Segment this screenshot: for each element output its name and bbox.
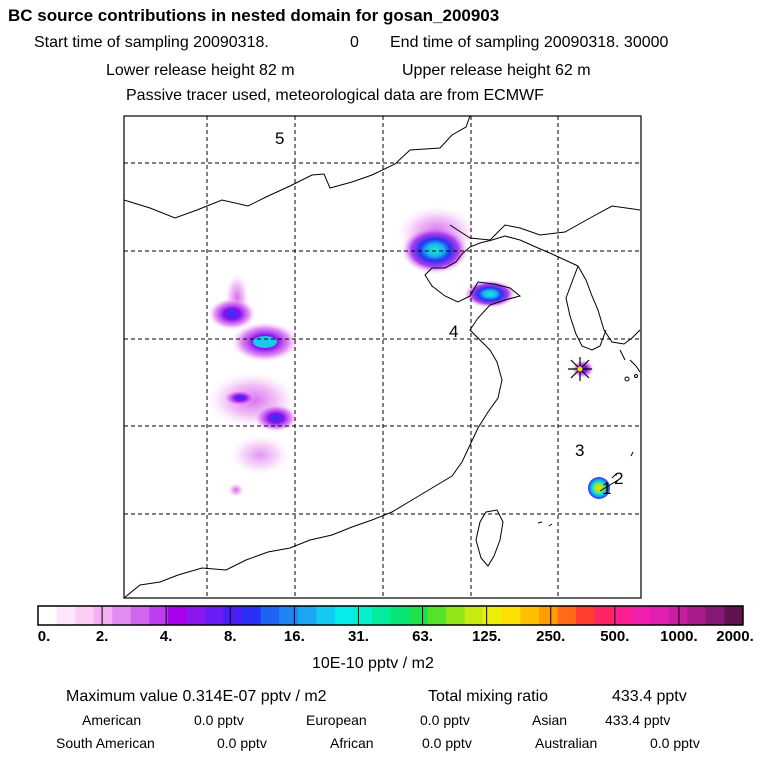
grid-lines (124, 116, 641, 598)
colorbar-swatch (446, 606, 466, 625)
colorbar-swatch (223, 606, 243, 625)
colorbar-swatch (705, 606, 725, 625)
colorbar-tick: 2. (95, 628, 109, 645)
max-value: Maximum value 0.314E-07 pptv / m2 (66, 688, 327, 705)
colorbar-swatch (538, 606, 558, 625)
colorbar-swatch (186, 606, 206, 625)
colorbar-swatch (279, 606, 299, 625)
colorbar-swatch (409, 606, 429, 625)
colorbar-swatch (557, 606, 577, 625)
concentration-plumes (207, 206, 610, 499)
colorbar-tick: 125. (472, 628, 502, 645)
colorbar-swatch (75, 606, 95, 625)
total-mixing-ratio-value: 433.4 pptv (612, 688, 687, 705)
colorbar (37, 605, 744, 626)
region-value-american: 0.0 pptv (194, 712, 244, 728)
colorbar-tick: 0. (37, 628, 51, 645)
colorbar-tick: 2000. (716, 628, 754, 645)
colorbar-swatch (242, 606, 262, 625)
colorbar-tick: 250. (536, 628, 566, 645)
colorbar-tick: 1000. (660, 628, 698, 645)
start-time-label: Start time of sampling 20090318. (34, 34, 269, 51)
region-label-3: 3 (575, 441, 584, 460)
colorbar-swatch (576, 606, 596, 625)
colorbar-swatch (93, 606, 113, 625)
colorbar-tick: 8. (224, 628, 237, 645)
map-frame (123, 115, 642, 599)
colorbar-swatch (483, 606, 503, 625)
upper-release-height: Upper release height 62 m (402, 62, 591, 79)
colorbar-tick: 4. (159, 628, 173, 645)
region-name-european: European (306, 712, 367, 728)
colorbar-frame (37, 605, 744, 626)
colorbar-swatch (520, 606, 540, 625)
colorbar-swatch (724, 606, 744, 625)
colorbar-tick: 16. (283, 628, 305, 645)
source-marker-line (599, 479, 619, 492)
colorbar-swatch (427, 606, 447, 625)
colorbar-swatch (130, 606, 150, 625)
region-value-african: 0.0 pptv (422, 735, 472, 751)
colorbar-swatch (260, 606, 280, 625)
colorbar-swatch (334, 606, 354, 625)
colorbar-swatch (687, 606, 707, 625)
colorbar-tick: 31. (348, 628, 369, 645)
colorbar-tick: 500. (600, 628, 630, 645)
receptor-star-icon (568, 357, 592, 381)
colorbar-swatch (631, 606, 651, 625)
region-label-1: 1 (602, 479, 611, 498)
region-value-south-american: 0.0 pptv (217, 735, 267, 751)
colorbar-swatch (167, 606, 187, 625)
colorbar-swatch (112, 606, 132, 625)
colorbar-swatch (371, 606, 391, 625)
region-name-south-american: South American (56, 735, 155, 751)
chart-title: BC source contributions in nested domain… (8, 6, 500, 25)
colorbar-swatch (650, 606, 670, 625)
colorbar-units: 10E-10 pptv / m2 (312, 655, 434, 672)
colorbar-swatch (38, 606, 58, 625)
colorbar-swatch (613, 606, 633, 625)
colorbar-swatch (56, 606, 76, 625)
region-name-american: American (82, 712, 142, 728)
region-label-4: 4 (449, 322, 458, 341)
colorbar-swatch (501, 606, 521, 625)
total-mixing-ratio-label: Total mixing ratio (428, 688, 549, 705)
colorbar-swatch (316, 606, 336, 625)
region-name-asian: Asian (532, 712, 568, 728)
colorbar-swatch (390, 606, 410, 625)
tracer-note: Passive tracer used, meteorological data… (126, 87, 544, 104)
colorbar-swatch (668, 606, 688, 625)
end-time-label: End time of sampling 20090318. 30000 (390, 34, 669, 51)
region-label-5: 5 (275, 129, 284, 148)
region-name-australian: Australian (535, 735, 598, 751)
colorbar-swatch (353, 606, 373, 625)
colorbar-swatch (204, 606, 225, 625)
colorbar-swatch (464, 606, 484, 625)
region-value-european: 0.0 pptv (420, 712, 470, 728)
region-value-asian: 433.4 pptv (605, 712, 671, 728)
start-hour: 0 (350, 34, 359, 51)
coastlines (124, 116, 641, 598)
region-name-african: African (330, 735, 374, 751)
colorbar-swatch (297, 606, 317, 625)
colorbar-tick: 63. (412, 628, 433, 645)
colorbar-swatch (149, 606, 169, 625)
lower-release-height: Lower release height 82 m (106, 62, 295, 79)
colorbar-swatch (594, 606, 614, 625)
region-label-2: 2 (614, 469, 623, 488)
region-value-australian: 0.0 pptv (650, 735, 700, 751)
